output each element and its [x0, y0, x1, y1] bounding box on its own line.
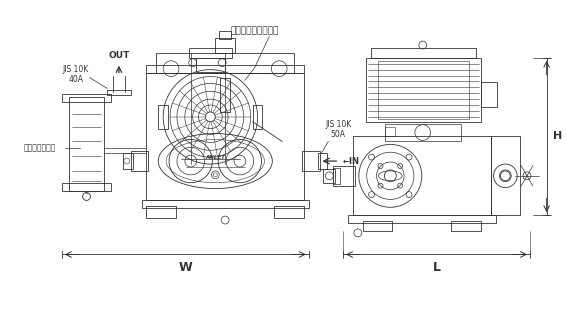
Bar [333, 168, 340, 184]
Bar [363, 221, 392, 231]
Bar [196, 58, 225, 71]
Bar [353, 136, 491, 215]
Bar [252, 105, 263, 129]
Text: OUT: OUT [108, 51, 130, 60]
Bar [348, 215, 495, 223]
Bar [156, 53, 294, 72]
Text: W: W [178, 261, 192, 274]
Bar [188, 48, 232, 58]
Text: JIS 10K
50A: JIS 10K 50A [325, 120, 351, 139]
Bar [147, 72, 304, 200]
Bar [158, 105, 168, 129]
Text: 排気サイレンサ: 排気サイレンサ [24, 144, 56, 153]
Bar [62, 94, 111, 102]
Bar [451, 221, 481, 231]
Bar [333, 166, 355, 186]
Text: ←IN: ←IN [342, 157, 359, 166]
Bar [481, 82, 496, 107]
Bar [275, 206, 304, 218]
Bar [302, 151, 320, 171]
Bar [318, 153, 327, 169]
Bar [491, 136, 520, 215]
Bar [366, 58, 481, 122]
Bar [323, 169, 335, 183]
Bar [371, 48, 476, 58]
Bar [142, 200, 308, 208]
Bar [378, 61, 469, 119]
Text: ANLET: ANLET [205, 155, 225, 160]
Bar [62, 183, 111, 191]
Text: H: H [552, 131, 562, 141]
Bar [107, 90, 131, 95]
Text: JIS 10K
40A: JIS 10K 40A [63, 65, 89, 84]
Text: 内部冷却サイレンサ: 内部冷却サイレンサ [230, 26, 279, 35]
Bar [385, 124, 461, 141]
Bar [131, 151, 148, 171]
Bar [147, 65, 304, 72]
Bar [215, 38, 235, 53]
Bar [123, 153, 132, 169]
Bar [220, 77, 230, 112]
Text: L: L [432, 261, 440, 274]
Bar [147, 206, 176, 218]
Bar [219, 31, 231, 39]
Bar [69, 97, 104, 191]
